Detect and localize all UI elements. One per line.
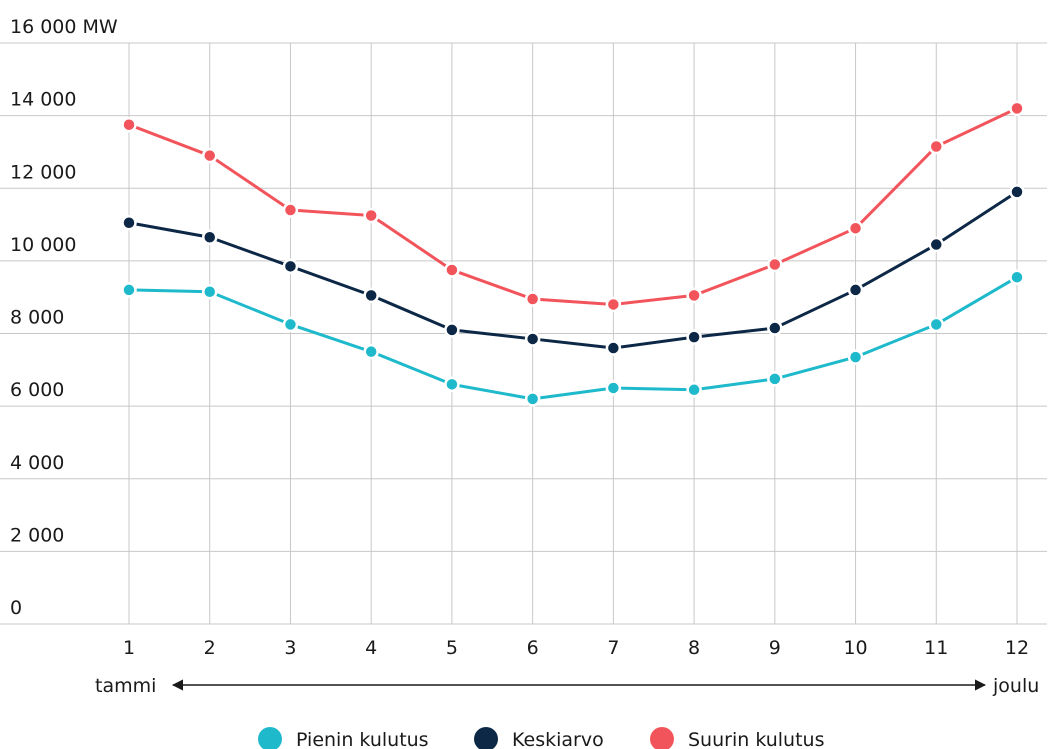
data-point — [201, 283, 218, 300]
data-point — [444, 376, 460, 393]
data-point — [928, 138, 945, 155]
x-tick-label: 12 — [1005, 637, 1029, 659]
y-tick-label: 0 — [10, 597, 22, 619]
series-line — [127, 190, 1019, 350]
data-point — [524, 331, 541, 347]
data-point — [928, 316, 945, 333]
data-point — [686, 329, 702, 345]
data-point — [686, 382, 702, 398]
data-point — [282, 202, 299, 218]
series-line — [127, 106, 1019, 306]
data-point — [524, 391, 541, 407]
data-point — [605, 296, 622, 313]
legend-swatch — [258, 727, 282, 749]
data-point — [605, 340, 622, 356]
y-tick-label: 4 000 — [10, 452, 64, 474]
y-tick-label: 2 000 — [10, 524, 64, 546]
data-point — [363, 287, 379, 304]
x-tick-label: 1 — [123, 637, 135, 659]
x-end-label: joulu — [992, 675, 1039, 697]
data-point — [121, 214, 137, 231]
legend-label: Suurin kulutus — [688, 729, 825, 749]
data-point — [1009, 269, 1025, 285]
data-point — [201, 147, 218, 164]
x-tick-label: 4 — [365, 637, 377, 659]
y-tick-label: 6 000 — [10, 379, 64, 401]
legend: Pienin kulutus Keskiarvo Suurin kulutus — [258, 727, 825, 749]
x-tick-label: 3 — [284, 637, 296, 659]
y-tick-label: 8 000 — [10, 307, 64, 329]
data-point — [363, 207, 379, 224]
x-tick-label: 9 — [769, 637, 781, 659]
x-tick-label: 8 — [688, 637, 700, 659]
data-point — [767, 320, 783, 336]
x-tick-label: 5 — [446, 637, 458, 659]
x-tick-label: 7 — [607, 637, 619, 659]
data-point — [121, 282, 137, 298]
x-tick-label: 11 — [924, 637, 948, 659]
axes: 0 2 000 4 000 6 000 8 000 10 000 12 000 14 000 1… — [10, 16, 1039, 697]
y-tick-label: 12 000 — [10, 161, 76, 183]
x-tick-label: 6 — [527, 637, 539, 659]
data-point — [363, 343, 379, 360]
legend-item: Suurin kulutus — [650, 727, 825, 749]
data-point — [1009, 184, 1025, 200]
y-tick-label: 14 000 — [10, 89, 76, 111]
data-point — [444, 262, 460, 278]
series — [121, 100, 1025, 407]
x-tick-label: 10 — [843, 637, 867, 659]
series-line — [127, 275, 1019, 401]
data-point — [847, 282, 864, 298]
legend-item: Keskiarvo — [474, 727, 604, 749]
data-point — [121, 116, 137, 133]
data-point — [444, 322, 460, 338]
data-point — [928, 236, 945, 253]
legend-swatch — [650, 727, 674, 749]
legend-label: Keskiarvo — [512, 729, 604, 749]
data-point — [605, 380, 622, 396]
data-point — [847, 349, 864, 365]
data-point — [282, 316, 299, 333]
y-tick-label: 10 000 — [10, 234, 76, 256]
legend-label: Pienin kulutus — [296, 729, 429, 749]
grid — [0, 42, 1047, 625]
legend-swatch — [474, 727, 498, 749]
data-point — [767, 371, 783, 387]
data-point — [686, 287, 702, 304]
data-point — [524, 291, 541, 307]
y-tick-label: 16 000 MW — [10, 16, 118, 38]
series-suurin-kulutus — [121, 100, 1025, 313]
x-tick-label: 2 — [204, 637, 216, 659]
series-keskiarvo — [121, 184, 1025, 356]
x-start-label: tammi — [95, 675, 156, 697]
data-point — [1009, 100, 1025, 117]
legend-item: Pienin kulutus — [258, 727, 429, 749]
data-point — [282, 258, 299, 275]
data-point — [201, 229, 218, 246]
data-point — [847, 220, 864, 236]
data-point — [767, 256, 783, 273]
series-pienin-kulutus — [121, 269, 1025, 407]
